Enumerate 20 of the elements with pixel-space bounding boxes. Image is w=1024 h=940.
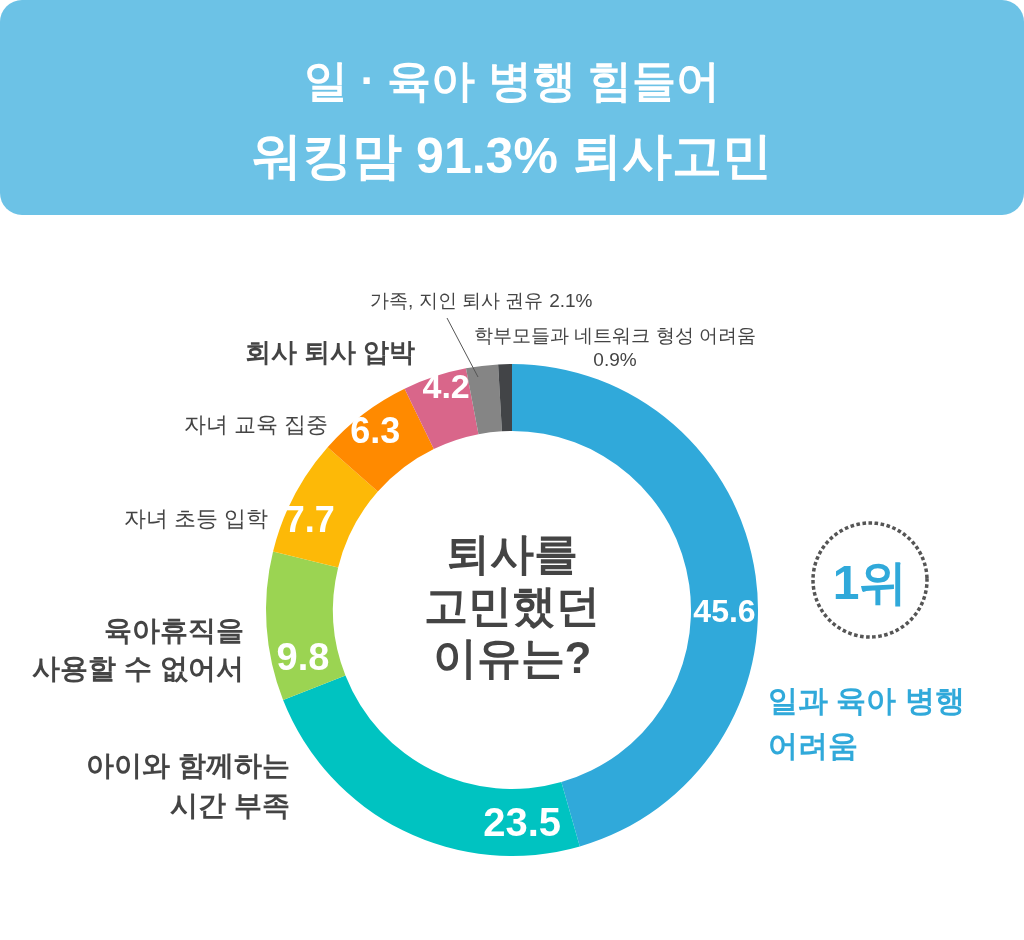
value-label: 45.6 <box>693 592 756 629</box>
category-label: 회사 퇴사 압박 <box>244 337 415 368</box>
value-label: 23.5 <box>483 800 562 845</box>
value-label: 9.8 <box>276 635 330 678</box>
title: 일 · 육아 병행 힘들어 <box>304 55 720 105</box>
center-text: 퇴사를 고민했던 이유는? <box>424 528 600 682</box>
value-label: 7.7 <box>284 498 335 540</box>
category-label: 일과 육아 병행 어려움 <box>768 683 965 762</box>
category-label: 육아휴직을 사용할 수 없어서 <box>32 615 244 685</box>
value-label: 2.1% <box>549 289 593 311</box>
category-label: 학부모들과 네트워크 형성 어려움 <box>474 324 756 346</box>
category-label: 자녀 교육 집중 <box>183 411 328 437</box>
value-label: 6.3 <box>350 410 401 451</box>
value-label: 0.9% <box>593 348 637 370</box>
category-label: 아이와 함께하는 시간 부족 <box>86 750 290 822</box>
badge-text: 1위 <box>832 556 908 610</box>
title: 워킹맘 91.3% 퇴사고민 <box>252 128 772 184</box>
category-label: 가족, 지인 퇴사 권유 <box>370 289 544 311</box>
category-label: 자녀 초등 입학 <box>123 505 268 531</box>
value-label: 4.2 <box>422 366 470 405</box>
